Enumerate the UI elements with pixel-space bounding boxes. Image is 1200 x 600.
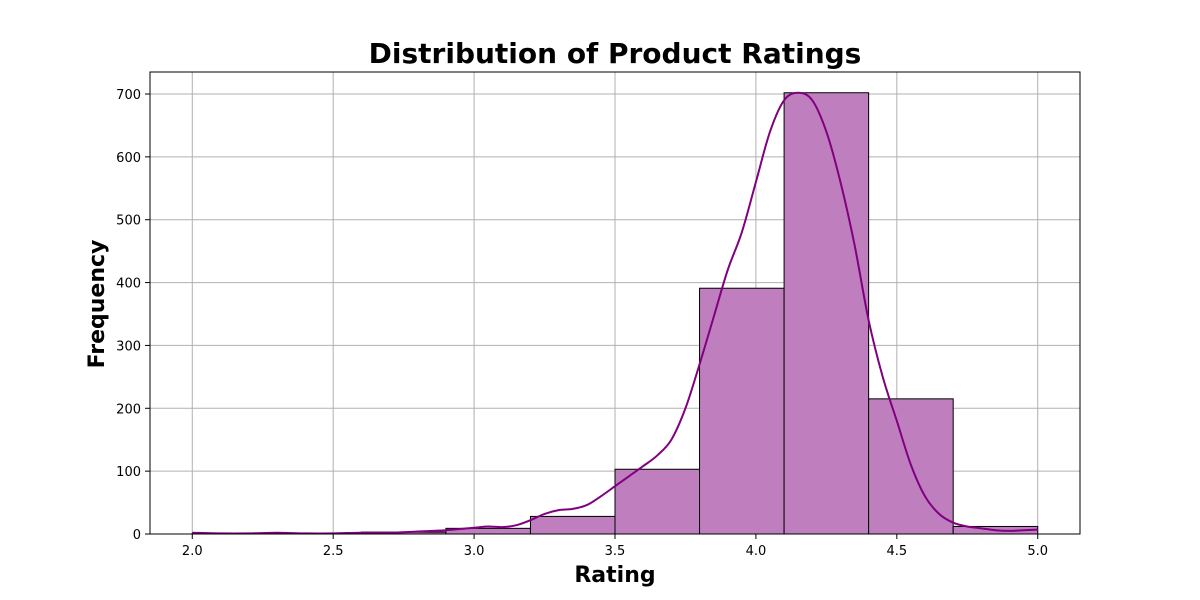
x-axis-ticks: 2.0 2.5 3.0 3.5 4.0 4.5 5.0	[182, 534, 1048, 559]
y-tick-label: 200	[116, 402, 141, 417]
x-tick-label: 3.0	[464, 544, 485, 559]
histogram-bar	[699, 287, 785, 535]
histogram-bar	[529, 515, 616, 535]
y-tick-label: 600	[116, 151, 141, 166]
y-axis-label: Frequency	[85, 240, 110, 369]
x-tick-label: 4.5	[886, 544, 907, 559]
chart-title: Distribution of Product Ratings	[369, 37, 862, 70]
x-tick-label: 2.0	[182, 544, 203, 559]
kde-curve	[192, 91, 1038, 535]
x-axis-label: Rating	[574, 563, 655, 588]
y-tick-label: 700	[116, 88, 141, 103]
x-tick-label: 3.5	[605, 544, 626, 559]
x-tick-label: 4.0	[746, 544, 767, 559]
histogram-bar	[614, 468, 701, 535]
y-tick-label: 300	[116, 339, 141, 354]
y-axis-ticks: 0 100 200 300 400 500 600 700	[116, 88, 150, 543]
y-tick-label: 500	[116, 214, 141, 229]
x-tick-label: 2.5	[323, 544, 344, 559]
histogram-bar	[783, 92, 870, 535]
y-tick-label: 0	[133, 528, 141, 543]
x-tick-label: 5.0	[1027, 544, 1048, 559]
y-tick-label: 100	[116, 465, 141, 480]
histogram-bars	[191, 92, 1039, 535]
kde-curve-layer	[192, 91, 1038, 535]
y-tick-label: 400	[116, 277, 141, 292]
